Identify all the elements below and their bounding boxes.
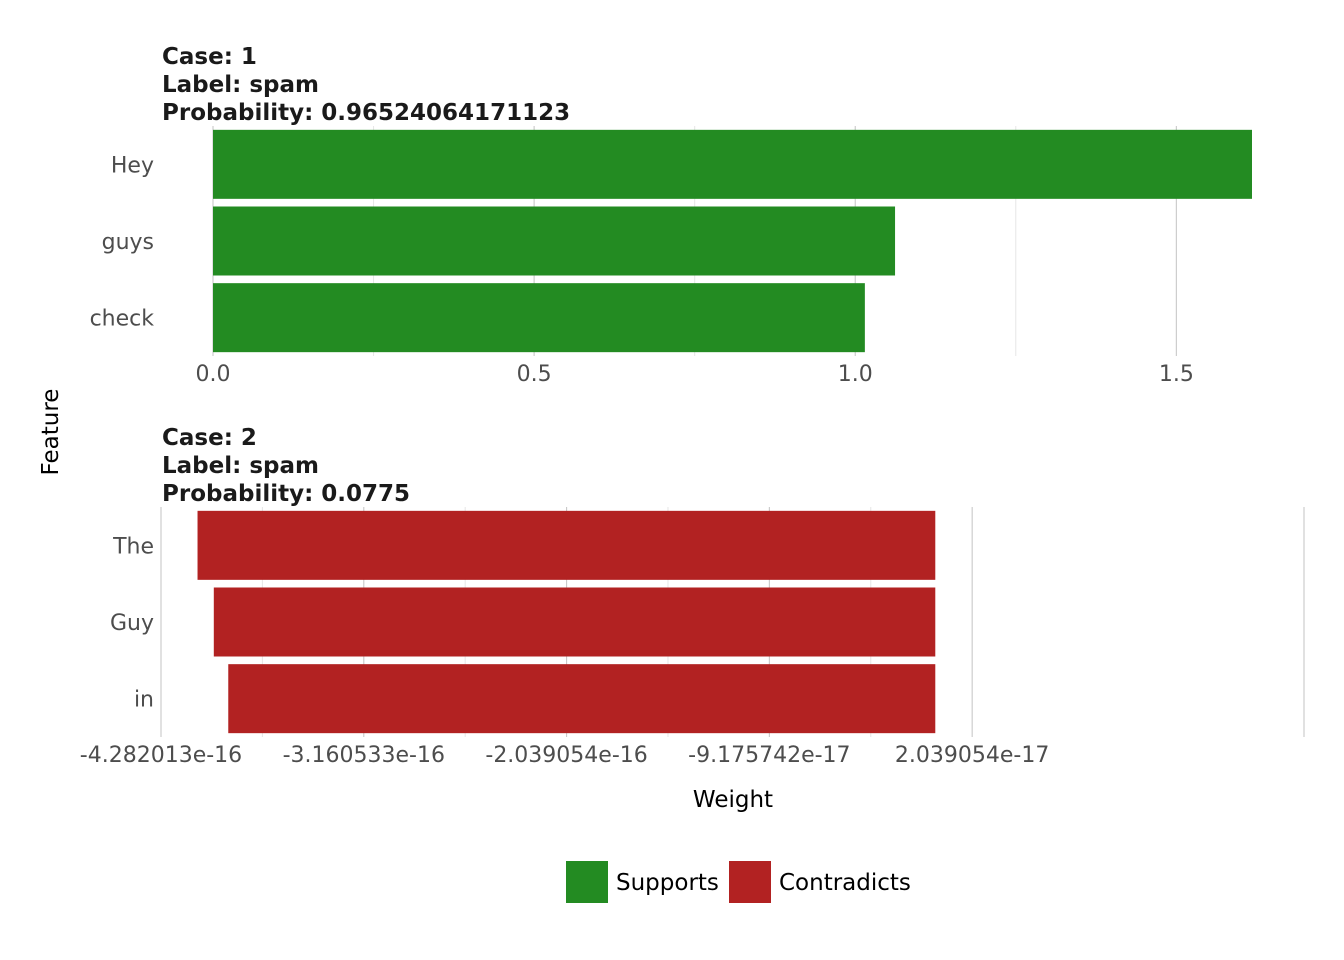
feature-label: guys <box>102 230 154 255</box>
legend-label: Contradicts <box>779 870 911 896</box>
bar-hey <box>213 129 1252 199</box>
bar-check <box>213 283 865 353</box>
bar-in <box>228 664 936 734</box>
x-tick-label: 1.5 <box>1159 362 1194 387</box>
legend: Supports Contradicts <box>566 861 911 903</box>
x-tick-label: -2.039054e-16 <box>485 743 647 768</box>
feature-label: Hey <box>111 153 154 178</box>
x-tick-label: 0.0 <box>196 362 231 387</box>
x-tick-label: 0.5 <box>517 362 552 387</box>
bar-guy <box>213 587 936 657</box>
feature-label: Guy <box>110 611 154 636</box>
feature-label: in <box>134 688 154 713</box>
y-axis-title: Feature <box>38 389 64 476</box>
x-tick-label: -9.175742e-17 <box>688 743 850 768</box>
x-tick-label: -4.282013e-16 <box>80 743 242 768</box>
panel-title-line: Case: 1 <box>162 44 257 70</box>
bar-guys <box>213 206 896 276</box>
legend-swatch <box>566 861 608 903</box>
feature-label: The <box>112 534 154 559</box>
panel-title-line: Probability: 0.0775 <box>162 481 410 507</box>
x-tick-label: 2.039054e-17 <box>895 743 1049 768</box>
panel-title-line: Label: spam <box>162 72 319 98</box>
legend-item-contradicts: Contradicts <box>729 861 911 903</box>
panel-title-line: Case: 2 <box>162 425 257 451</box>
panel-title-line: Label: spam <box>162 453 319 479</box>
legend-label: Supports <box>616 870 719 896</box>
panel-2: The Guy in -4.282013e-16 -3.160533e-16 -2.039… <box>80 425 1305 768</box>
legend-swatch <box>729 861 771 903</box>
legend-item-supports: Supports <box>566 861 719 903</box>
feature-label: check <box>90 307 155 332</box>
x-tick-label: 1.0 <box>838 362 873 387</box>
x-axis-title: Weight <box>693 787 773 813</box>
bar-the <box>197 510 936 580</box>
panel-title-line: Probability: 0.96524064171123 <box>162 100 570 126</box>
x-tick-label: -3.160533e-16 <box>283 743 445 768</box>
